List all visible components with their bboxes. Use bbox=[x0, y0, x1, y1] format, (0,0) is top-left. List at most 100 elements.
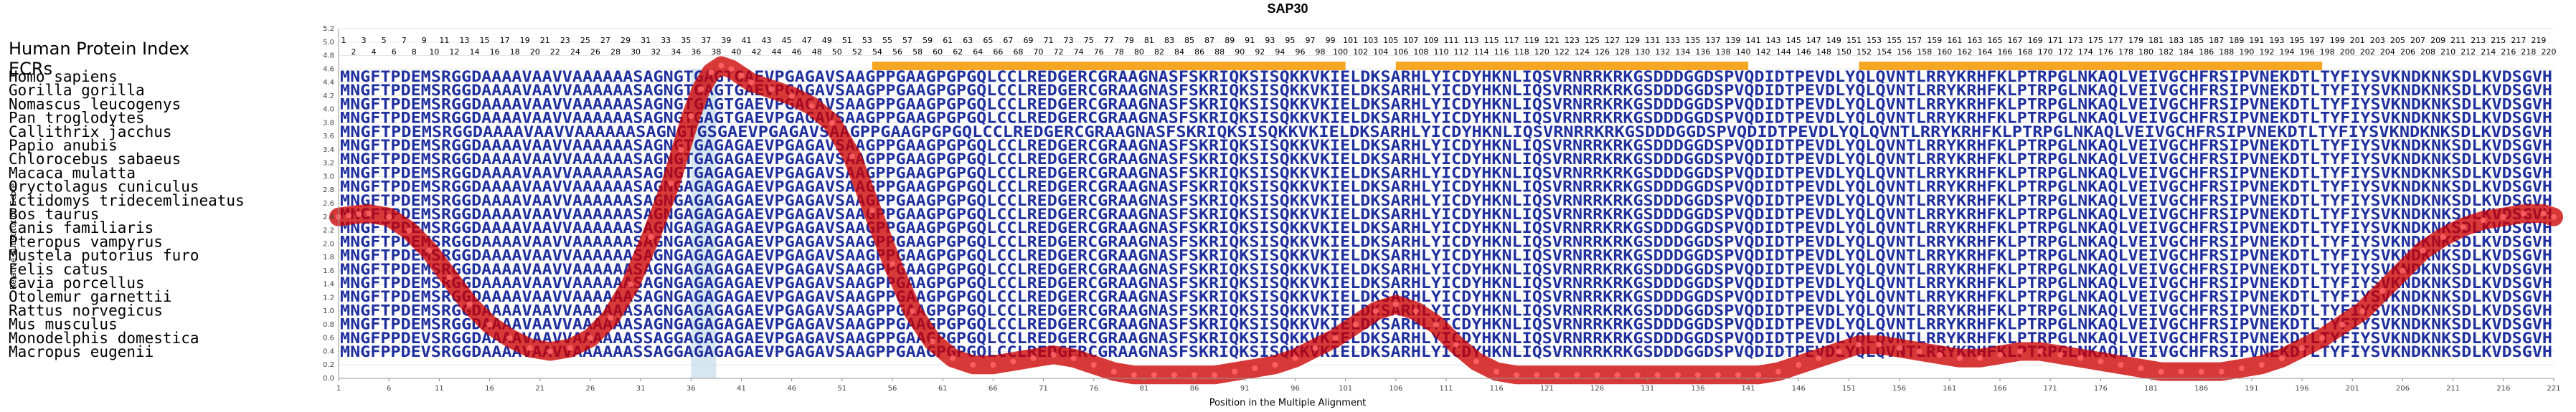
x-tick-label: 211 bbox=[2446, 385, 2460, 393]
curve-point bbox=[748, 80, 755, 86]
curve-point bbox=[1070, 355, 1077, 361]
human-index-number: 92 bbox=[1255, 47, 1265, 57]
curve-point bbox=[1554, 372, 1560, 378]
human-index-number: 190 bbox=[2239, 47, 2254, 57]
curve-point bbox=[446, 274, 453, 281]
curve-point bbox=[2238, 365, 2245, 371]
x-tick-label: 16 bbox=[485, 385, 494, 393]
human-index-number: 120 bbox=[1534, 47, 1549, 57]
human-index-number: 192 bbox=[2259, 47, 2274, 57]
human-index-number: 27 bbox=[600, 36, 610, 45]
curve-point bbox=[768, 86, 775, 92]
human-index-number: 143 bbox=[1766, 36, 1781, 45]
human-index-number: 44 bbox=[772, 47, 782, 57]
curve-point bbox=[1030, 355, 1037, 361]
human-index-number: 65 bbox=[983, 36, 993, 45]
axes-layer: 0.0 0.2 0.4 0.6 0.8 1.0 1.2 1.4 1.6 1.8 2.0 2.2 2.4 2… bbox=[323, 25, 2560, 393]
y-tick-label: 2.2 bbox=[323, 227, 334, 235]
alignment-sequence: MNGFTPDEMSRGGDAAAAVAAVVAAAAAASAGNGAGAGAG… bbox=[340, 247, 2552, 264]
human-index-number: 63 bbox=[963, 36, 973, 45]
human-index-number: 48 bbox=[812, 47, 822, 57]
human-index-number: 198 bbox=[2320, 47, 2335, 57]
x-tick-label: 36 bbox=[687, 385, 696, 393]
human-index-number: 54 bbox=[872, 47, 882, 57]
curve-point bbox=[2098, 358, 2104, 365]
human-index-number: 138 bbox=[1716, 47, 1731, 57]
curve-point bbox=[607, 315, 613, 321]
x-tick-label: 201 bbox=[2346, 385, 2359, 393]
x-tick-label: 31 bbox=[636, 385, 646, 393]
human-index-number: 34 bbox=[671, 47, 681, 57]
human-index-number: 68 bbox=[1013, 47, 1023, 57]
curve-point bbox=[2178, 368, 2184, 375]
curve-point bbox=[688, 113, 694, 119]
human-index-number: 174 bbox=[2078, 47, 2093, 57]
human-index-number: 20 bbox=[530, 47, 540, 57]
curve-point bbox=[648, 234, 654, 240]
curve-point bbox=[788, 92, 795, 99]
alignment-sequence: MNGFTPDEMSRGGDAAAAVAAVVAAAAAASAGNGTGAGAG… bbox=[340, 164, 2552, 181]
x-tick-label: 191 bbox=[2245, 385, 2258, 393]
curve-point bbox=[1332, 335, 1339, 341]
y-tick-label: 3.4 bbox=[323, 146, 334, 154]
human-index-number: 56 bbox=[892, 47, 902, 57]
curve-point bbox=[628, 281, 634, 287]
curve-point bbox=[869, 207, 875, 214]
curve-point bbox=[970, 362, 976, 368]
human-index-number: 141 bbox=[1746, 36, 1761, 45]
human-index-number: 139 bbox=[1726, 36, 1741, 45]
human-index-number: 209 bbox=[2430, 36, 2445, 45]
y-tick-label: 3.6 bbox=[323, 133, 334, 140]
human-index-number: 94 bbox=[1275, 47, 1285, 57]
curve-point bbox=[1212, 372, 1218, 378]
curve-point bbox=[910, 308, 916, 315]
human-index-number: 14 bbox=[469, 47, 479, 57]
ecr-bar bbox=[1395, 62, 1749, 70]
human-index-number: 75 bbox=[1084, 36, 1094, 45]
x-tick-label: 61 bbox=[938, 385, 948, 393]
ecr-layer bbox=[872, 62, 2323, 70]
y-tick-label: 5.0 bbox=[323, 39, 334, 47]
x-tick-label: 116 bbox=[1490, 385, 1504, 393]
alignment-sequence: MNGFTPDEMSRGGDAAAAVAAVVAAAAAASAGNGTGAGTG… bbox=[340, 110, 2552, 127]
species-name: Chlorocebus sabaeus bbox=[9, 150, 181, 168]
human-index-number: 85 bbox=[1184, 36, 1194, 45]
human-index-number: 90 bbox=[1235, 47, 1245, 57]
human-index-number: 175 bbox=[2088, 36, 2103, 45]
x-tick-label: 176 bbox=[2094, 385, 2108, 393]
curve-layer bbox=[329, 56, 2563, 385]
human-index-number: 91 bbox=[1245, 36, 1255, 45]
human-index-number: 127 bbox=[1605, 36, 1620, 45]
human-index-number: 169 bbox=[2028, 36, 2043, 45]
y-tick-label: 2.6 bbox=[323, 200, 334, 208]
curve-point bbox=[2400, 267, 2406, 274]
human-index-number: 22 bbox=[550, 47, 560, 57]
curve-point bbox=[2379, 288, 2386, 294]
human-index-number: 183 bbox=[2169, 36, 2184, 45]
curve-point bbox=[1614, 372, 1620, 378]
human-index-number: 130 bbox=[1635, 47, 1650, 57]
human-index-number: 97 bbox=[1306, 36, 1316, 45]
human-index-number: 142 bbox=[1756, 47, 1771, 57]
human-index-number: 173 bbox=[2068, 36, 2083, 45]
curve-point bbox=[2440, 234, 2446, 240]
y-tick-label: 0.4 bbox=[323, 348, 334, 355]
human-index-number: 81 bbox=[1144, 36, 1154, 45]
human-index-number: 96 bbox=[1295, 47, 1305, 57]
y-tick-label: 2.4 bbox=[323, 214, 334, 221]
human-index-number: 147 bbox=[1806, 36, 1821, 45]
y-tick-label: 1.2 bbox=[323, 294, 334, 302]
curve-point bbox=[1110, 368, 1117, 375]
curve-point bbox=[2420, 247, 2426, 254]
human-index-number: 170 bbox=[2038, 47, 2053, 57]
human-index-number: 164 bbox=[1977, 47, 1992, 57]
human-index-number: 157 bbox=[1907, 36, 1922, 45]
species-name: Pan troglodytes bbox=[9, 110, 145, 127]
human-index-number: 101 bbox=[1343, 36, 1358, 45]
species-name: Papio anubis bbox=[9, 137, 118, 154]
curve-point bbox=[1654, 372, 1661, 378]
curve-point bbox=[2520, 211, 2527, 217]
y-tick-label: 0.6 bbox=[323, 335, 334, 342]
human-index-number: 217 bbox=[2511, 36, 2526, 45]
curve-point bbox=[2138, 365, 2144, 371]
